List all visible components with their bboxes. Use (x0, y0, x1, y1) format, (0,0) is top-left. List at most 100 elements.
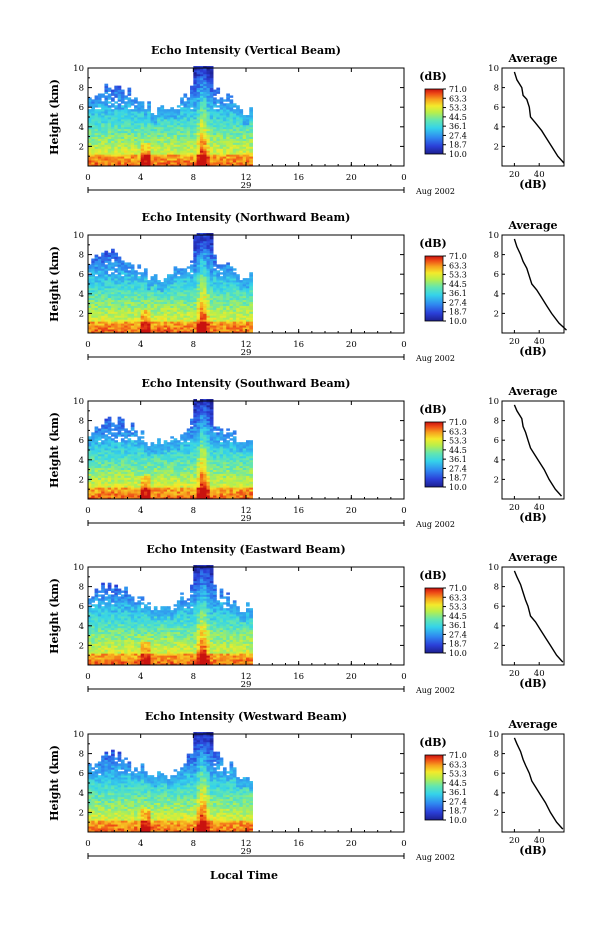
heatmap-cell (91, 259, 95, 261)
y-axis-label: Height (km) (48, 79, 61, 155)
heatmap-cell (91, 99, 95, 101)
colorbar (425, 256, 443, 321)
y-tick-label: 4 (79, 123, 84, 133)
heatmap-cell (157, 438, 161, 440)
heatmap-cell (137, 264, 141, 266)
heatmap-cell (174, 266, 178, 268)
heatmap-cell (124, 428, 128, 430)
heatmap-cell (111, 90, 115, 92)
panel-title: Echo Intensity (Northward Beam) (142, 211, 351, 224)
heatmap-cell (154, 115, 158, 117)
average-y-tick-label: 2 (494, 309, 499, 319)
average-y-tick-label: 10 (488, 64, 499, 74)
heatmap-cell (154, 274, 158, 276)
colorbar-tick-label: 18.7 (449, 141, 467, 150)
heatmap-cell (128, 262, 132, 264)
heatmap-cell (98, 442, 102, 444)
heatmap-cell (177, 440, 181, 442)
y-tick-label: 2 (79, 309, 84, 319)
heatmap-cell (134, 97, 138, 99)
heatmap-cell (101, 101, 105, 103)
average-profile-line (514, 72, 564, 163)
heatmap-cell (88, 109, 92, 111)
x-tick-label: 16 (293, 173, 304, 183)
colorbar-tick-label: 27.4 (449, 298, 467, 307)
heatmap-cell (213, 255, 217, 257)
y-tick-label: 8 (79, 84, 84, 94)
heatmap-cell (101, 93, 105, 95)
heatmap-cell (114, 253, 118, 255)
x-tick-label: 20 (346, 340, 357, 350)
heatmap-cell (144, 442, 148, 444)
heatmap-cell (213, 109, 217, 111)
heatmap-cell (114, 86, 118, 88)
y-tick-label: 4 (79, 290, 84, 300)
heatmap-cell (243, 115, 247, 117)
y-tick-label: 10 (73, 64, 84, 74)
heatmap-cell (137, 276, 141, 278)
heatmap-cell (213, 268, 217, 270)
colorbar-tick-label: 71.0 (449, 85, 467, 94)
x-tick-label: 4 (138, 340, 143, 350)
heatmap-cell (121, 105, 125, 107)
colorbar-tick-label: 53.3 (449, 104, 467, 113)
heatmap-cell (98, 93, 102, 95)
heatmap-cell (111, 249, 115, 251)
heatmap-cell (108, 417, 112, 419)
heatmap-cell (104, 95, 108, 97)
x-tick-label: 20 (346, 173, 357, 183)
heatmap-cell (230, 266, 234, 268)
heatmap-cell (104, 84, 108, 86)
heatmap-cell (164, 109, 168, 111)
heatmap-cell (187, 97, 191, 99)
average-x-label: (dB) (519, 345, 546, 358)
average-x-label: (dB) (519, 178, 546, 191)
x-tick-label: 0 (401, 340, 406, 350)
heatmap-cell (220, 264, 224, 266)
heatmap-cell (187, 428, 191, 430)
heatmap-cell (114, 432, 118, 434)
heatmap-cell (141, 436, 145, 438)
heatmap-cell (108, 253, 112, 255)
heatmap-cell (131, 264, 135, 266)
heatmap-cell (216, 264, 220, 266)
colorbar-tick-label: 36.1 (449, 289, 467, 298)
heatmap-cell (233, 103, 237, 105)
heatmap-cell (118, 103, 122, 105)
heatmap-cell (121, 90, 125, 92)
heatmap-cell (111, 423, 115, 425)
heatmap-cell (111, 97, 115, 99)
colorbar-tick-label: 53.3 (449, 271, 467, 280)
heatmap-cell (147, 280, 151, 282)
heatmap-cell (220, 276, 224, 278)
heatmap-cell (108, 93, 112, 95)
heatmap-cell (108, 436, 112, 438)
heatmap-cell (98, 257, 102, 259)
average-y-tick-label: 6 (494, 270, 499, 280)
heatmap-cell (160, 105, 164, 107)
heatmap-cell (236, 105, 240, 107)
heatmap-cell (111, 109, 115, 111)
heatmap-cell (230, 95, 234, 97)
x-tick-label: 8 (191, 173, 196, 183)
heatmap-cell (151, 276, 155, 278)
x-tick-label: 4 (138, 173, 143, 183)
heatmap-cell (128, 430, 132, 432)
colorbar-tick-label: 36.1 (449, 122, 467, 131)
heatmap-cell (124, 440, 128, 442)
heatmap-cell (128, 438, 132, 440)
heatmap-cells (88, 233, 253, 333)
heatmap-cell (101, 253, 105, 255)
colorbar-tick-label: 18.7 (449, 308, 467, 317)
heatmap-cell (121, 419, 125, 421)
heatmap-cell (88, 436, 92, 438)
heatmap-cell (118, 442, 122, 444)
heatmap-cell (101, 440, 105, 442)
average-y-tick-label: 4 (494, 123, 499, 133)
heatmap-cell (183, 432, 187, 434)
heatmap-cell (180, 107, 184, 109)
heatmap-cell (111, 438, 115, 440)
